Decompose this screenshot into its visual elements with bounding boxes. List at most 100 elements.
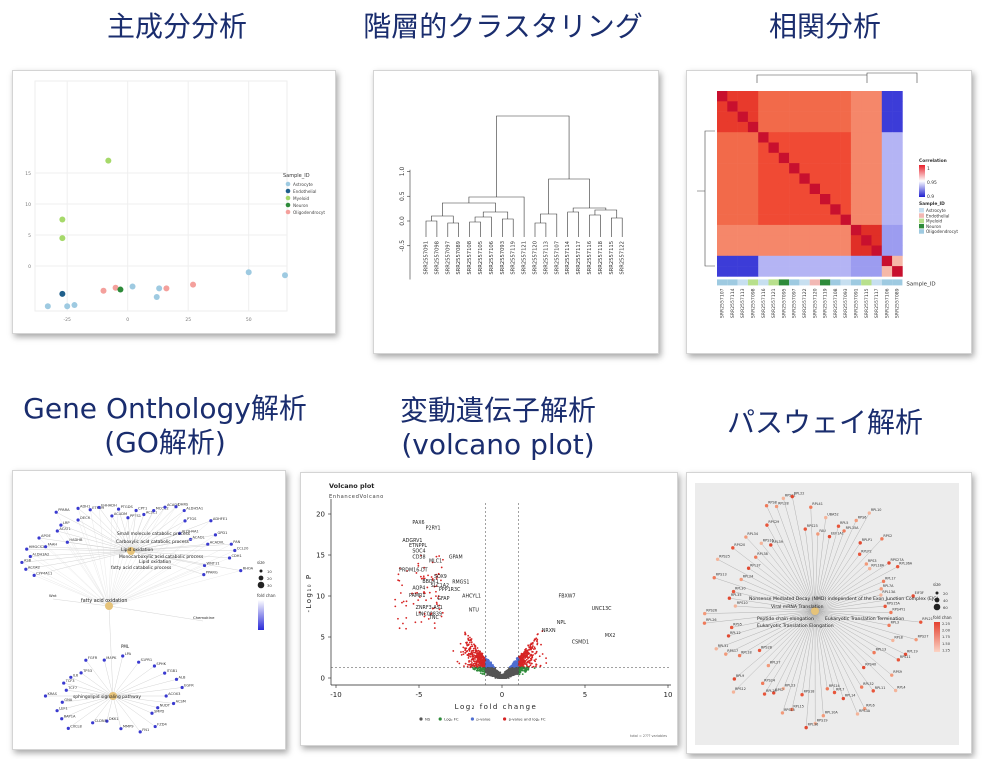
corr-cell — [881, 173, 893, 184]
pathway-gene-node — [891, 638, 895, 643]
corr-cell — [778, 132, 790, 143]
volcano-point — [480, 657, 483, 660]
corr-cell — [768, 183, 780, 195]
corr-cell — [881, 163, 893, 174]
volcano-point — [527, 656, 529, 659]
corr-cell — [717, 204, 728, 215]
pca-legend-label: Myeloid — [293, 196, 310, 201]
go-gene-node — [202, 563, 207, 568]
volcano-point — [522, 657, 525, 659]
volcano-point — [491, 671, 494, 674]
pathway-edge — [814, 610, 824, 716]
go-hub-label: Lipid oxidation — [139, 559, 171, 565]
go-gene-label: TCF7 — [67, 686, 77, 690]
volcano-point — [528, 662, 531, 664]
corr-cell — [789, 255, 800, 267]
volcano-point — [474, 651, 477, 654]
pathway-edge — [745, 536, 816, 612]
go-gene-label: ALDH4A1 — [182, 529, 199, 533]
corr-cell — [747, 173, 759, 184]
go-gene-label: LPA — [125, 652, 132, 656]
pathway-gene-node — [903, 652, 908, 656]
pathway-gene-label: RPL18 — [741, 651, 752, 655]
volcano-point — [471, 658, 474, 661]
go-edge — [108, 517, 129, 607]
go-edge — [70, 677, 114, 697]
volcano-point — [465, 650, 468, 653]
pathway-gene-node — [858, 541, 862, 545]
pathway-gene-node — [769, 543, 773, 547]
volcano-gene-label: LINC00839 — [416, 612, 442, 618]
volcano-point — [423, 612, 426, 615]
hc-branch — [611, 217, 623, 237]
corr-cell — [850, 214, 862, 226]
volcano-point — [441, 611, 444, 614]
corr-cell — [737, 214, 749, 226]
volcano-point — [482, 668, 485, 671]
corr-cell — [778, 183, 790, 195]
corr-cell — [820, 132, 831, 143]
go-gene-node — [102, 658, 106, 662]
go-gene-node — [60, 717, 64, 721]
pathway-gene-label: RPL18A — [871, 564, 885, 568]
pathway-hub-label: Viral mRNA Translation — [771, 604, 824, 610]
corr-cell — [820, 255, 831, 267]
volcano-point — [475, 649, 477, 651]
pathway-edge — [814, 610, 865, 709]
corr-cell — [830, 152, 841, 164]
volcano-gene-label: AHCYL1 — [462, 594, 481, 600]
corr-cell — [778, 163, 790, 174]
corr-cell — [809, 204, 821, 215]
volcano-point — [483, 658, 486, 661]
volcano-point — [469, 636, 471, 639]
volcano-point — [531, 645, 534, 647]
pathway-gene-label: RPL6 — [866, 704, 874, 708]
pathway-gene-label: FAU — [819, 529, 826, 533]
corr-cell — [789, 266, 800, 277]
pathway-edge — [814, 538, 883, 612]
volcano-title-line1: 変動遺伝子解析 — [399, 394, 596, 427]
pathway-edge — [814, 610, 828, 689]
pathway-gene-node — [780, 711, 785, 715]
corr-col-label: SRR2557120 — [812, 288, 818, 318]
corr-cell — [871, 173, 883, 184]
corr-cell — [758, 214, 769, 226]
corr-cell — [871, 245, 883, 257]
go-edge — [130, 550, 230, 559]
go-edge — [112, 695, 122, 729]
volcano-point — [518, 663, 521, 666]
go-edge — [108, 507, 166, 607]
corr-col-label: SRR2557119 — [823, 288, 829, 318]
corr-annotation-cell — [820, 279, 831, 286]
corr-cell — [747, 224, 759, 236]
corr-cell — [737, 183, 749, 195]
volcano-point — [515, 673, 518, 676]
corr-cell — [892, 224, 903, 236]
pathway-gene-label: RPLP1 — [862, 538, 873, 542]
volcano-point — [419, 575, 422, 578]
corr-annotation-cell — [768, 279, 779, 286]
corr-cell — [727, 224, 738, 236]
volcano-point — [483, 671, 486, 674]
volcano-point — [414, 592, 417, 595]
pathway-gene-node — [790, 707, 794, 712]
go-gene-node — [233, 548, 237, 553]
go-size-title: size — [257, 560, 265, 565]
volcano-point — [418, 611, 421, 614]
dendrogram-plot: 1.0 0.5 0.0 -0.5 SRR2557091 SRR2557098 SRR2557… — [399, 115, 626, 280]
volcano-point — [438, 604, 441, 607]
volcano-gene-label: CD38 — [412, 554, 425, 560]
go-gene-label: ACOX3 — [168, 692, 180, 696]
pathway-gene-node — [861, 665, 866, 670]
corr-cell — [871, 235, 883, 246]
pca-point — [129, 283, 136, 290]
pathway-gene-label: RPS8 — [768, 501, 777, 505]
go-edge — [90, 509, 110, 607]
go-edge — [112, 695, 153, 714]
go-hub-label: Chemokine — [193, 615, 215, 620]
corr-cell — [799, 245, 810, 257]
pathway-edge — [761, 543, 816, 612]
volcano-point — [442, 558, 444, 561]
volcano-point — [467, 634, 470, 637]
pathway-gene-node — [857, 552, 862, 556]
